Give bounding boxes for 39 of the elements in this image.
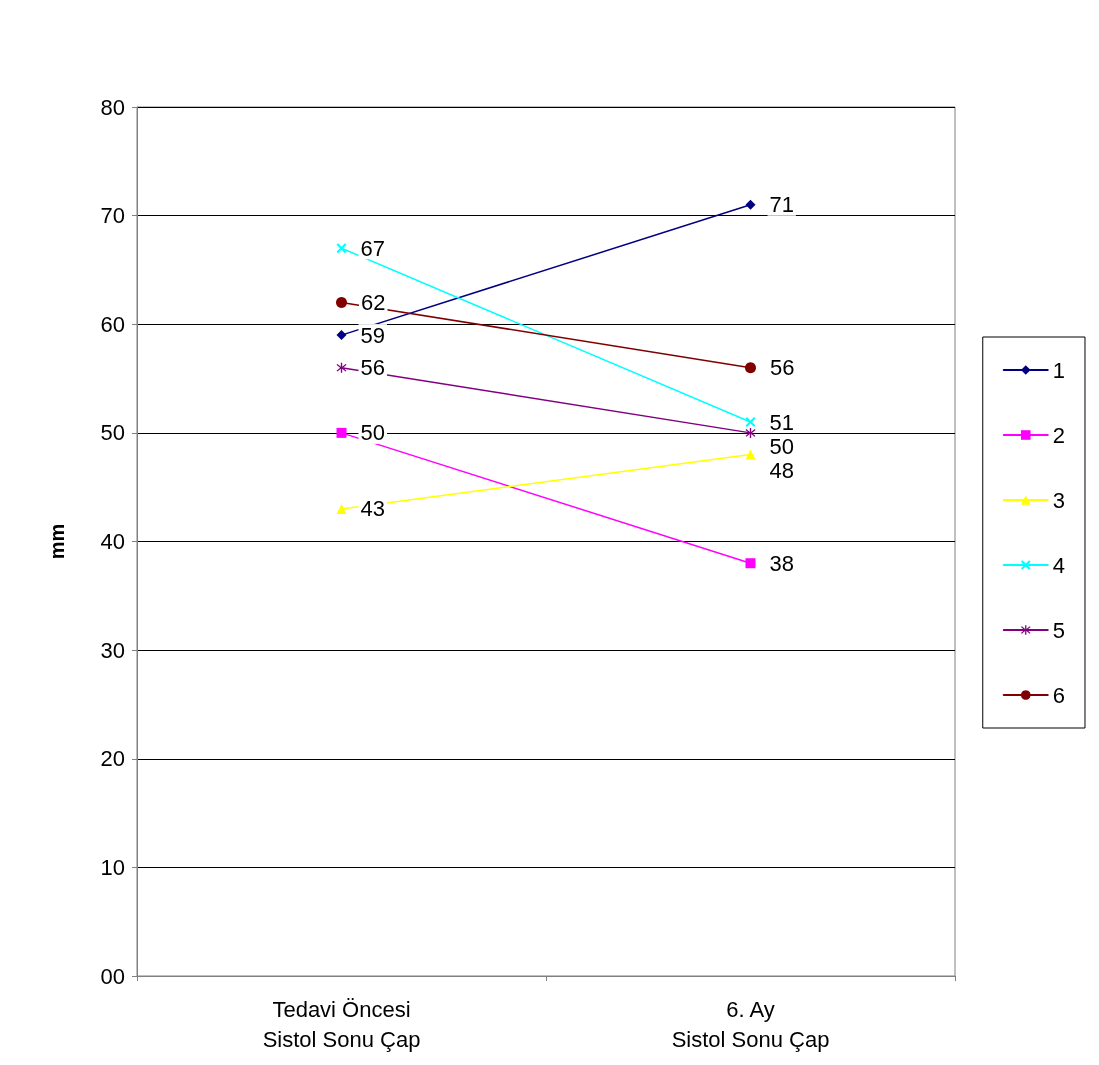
y-tick-label: 40 — [100, 529, 125, 554]
data-label: 50 — [360, 420, 385, 446]
point — [336, 427, 347, 438]
data-label: 56 — [770, 355, 795, 381]
y-tick-label: 20 — [100, 746, 125, 772]
point — [745, 558, 756, 569]
point — [336, 330, 347, 341]
y-tick-label: 50 — [100, 420, 125, 446]
legend-label: 4 — [1052, 552, 1066, 578]
y-axis-title: mm — [46, 523, 68, 560]
legend-label: 1 — [1052, 357, 1066, 383]
point — [336, 243, 347, 254]
point — [745, 427, 756, 438]
legend-label: 3 — [1052, 487, 1066, 513]
point — [745, 362, 756, 374]
data-label: 43 — [360, 496, 385, 522]
data-label: 71 — [769, 192, 794, 218]
y-tick-label: 30 — [100, 637, 125, 663]
data-label: 62 — [361, 290, 386, 316]
y-tick-label: 10 — [100, 854, 125, 880]
legend-label: 5 — [1052, 617, 1066, 643]
legend-label: 2 — [1052, 422, 1066, 448]
y-tick-label: 60 — [100, 311, 125, 337]
point — [336, 297, 347, 309]
data-label: 51 — [769, 409, 794, 435]
data-label: 48 — [769, 457, 794, 483]
data-label: 56 — [360, 355, 385, 381]
y-tick-label: 80 — [100, 94, 125, 120]
y-tick-label: 70 — [100, 203, 125, 229]
data-label: 50 — [769, 433, 794, 459]
data-label: 59 — [360, 322, 385, 348]
legend-label: 6 — [1052, 682, 1066, 708]
y-tick-label: 00 — [100, 963, 125, 989]
x-tick-label: Tedavi Öncesi Sistol Sonu Çap — [262, 996, 421, 1052]
point — [745, 417, 756, 428]
x-tick-label: 6. Ay Sistol Sonu Çap — [671, 996, 830, 1052]
data-label: 67 — [360, 235, 385, 261]
data-label: 38 — [769, 550, 794, 576]
point — [745, 199, 756, 210]
